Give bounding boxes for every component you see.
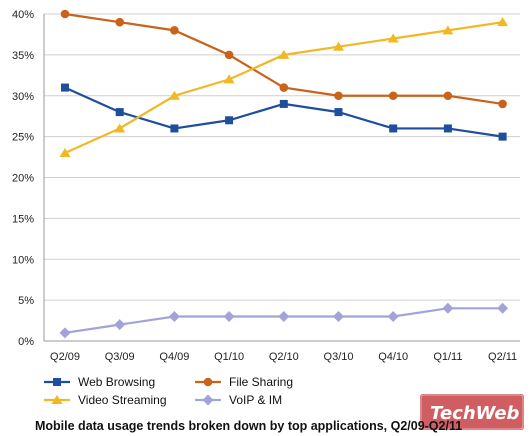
y-tick-label: 15% [12, 213, 34, 225]
legend-item-video-streaming: Video Streaming [44, 393, 167, 407]
x-tick-label: Q1/11 [433, 351, 462, 363]
x-tick-label: Q4/09 [159, 351, 189, 363]
series-video-streaming [59, 17, 509, 157]
data-point-video-streaming [114, 123, 126, 133]
y-tick-label: 35% [12, 50, 34, 62]
data-point-file-sharing [170, 26, 179, 35]
data-point-video-streaming [168, 90, 180, 100]
x-tick-label: Q3/10 [324, 351, 354, 363]
series-web-browsing [61, 83, 507, 141]
watermark-logo [420, 394, 524, 430]
data-point-voip-im [223, 310, 235, 322]
data-point-file-sharing [498, 99, 507, 109]
legend-item-web-browsing: Web Browsing [44, 375, 155, 389]
legend-item-file-sharing: File Sharing [195, 375, 293, 389]
x-tick-label: Q2/09 [50, 351, 80, 363]
data-point-video-streaming [497, 17, 509, 27]
legend-label: Video Streaming [78, 393, 167, 407]
legend-marker [53, 378, 61, 386]
series-file-sharing [60, 9, 507, 109]
data-point-voip-im [168, 310, 180, 322]
data-point-web-browsing [443, 124, 452, 133]
data-point-video-streaming [442, 25, 454, 35]
data-point-voip-im [59, 327, 71, 339]
y-tick-label: 10% [12, 254, 34, 266]
data-point-voip-im [333, 310, 344, 322]
data-point-web-browsing [334, 108, 343, 117]
data-point-web-browsing [170, 124, 179, 133]
grid-lines [44, 13, 520, 301]
y-tick-label: 20% [12, 173, 34, 185]
legend-label: Web Browsing [78, 375, 155, 389]
data-point-file-sharing [60, 9, 70, 19]
y-tick-label: 30% [12, 91, 34, 103]
data-point-web-browsing [389, 124, 398, 133]
data-point-voip-im [387, 310, 399, 322]
legend: Web Browsing File Sharing Video Streaming V… [44, 375, 293, 407]
chart-title: Mobile data usage trends broken down by … [35, 419, 462, 433]
series-voip-im [59, 302, 509, 339]
data-point-web-browsing [61, 83, 69, 92]
x-tick-label: Q2/11 [488, 351, 517, 363]
data-point-video-streaming [223, 74, 235, 84]
axes: 0% 5% 10% 15% 20% 25% 30% 35% 40% Q2/09 Q3/09 Q4/09… [12, 9, 520, 363]
data-point-web-browsing [279, 99, 288, 108]
y-tick-label: 40% [12, 9, 34, 21]
data-point-video-streaming [333, 41, 344, 51]
data-point-web-browsing [498, 132, 507, 141]
x-tick-label: Q1/10 [214, 351, 244, 363]
data-point-video-streaming [59, 147, 71, 157]
legend-marker [51, 395, 63, 404]
y-tick-label: 0% [18, 336, 34, 348]
x-tick-label: Q3/09 [105, 351, 135, 363]
y-tick-label: 25% [12, 132, 34, 144]
legend-marker [203, 377, 213, 387]
legend-label: VoIP & IM [229, 393, 282, 407]
data-point-file-sharing [388, 91, 398, 101]
y-tick-label: 5% [18, 295, 34, 307]
data-point-web-browsing [115, 108, 124, 117]
data-point-voip-im [114, 319, 126, 331]
data-point-file-sharing [279, 83, 289, 92]
data-point-file-sharing [334, 91, 343, 101]
data-point-file-sharing [224, 50, 234, 60]
data-point-file-sharing [443, 91, 453, 101]
x-tick-label: Q2/10 [269, 351, 299, 363]
data-point-voip-im [278, 310, 290, 322]
x-tick-label: Q4/10 [378, 351, 408, 363]
data-point-video-streaming [278, 49, 290, 59]
data-point-web-browsing [225, 116, 234, 125]
series-layer [59, 9, 509, 339]
data-point-voip-im [442, 302, 454, 314]
data-point-video-streaming [387, 33, 399, 43]
legend-label: File Sharing [229, 375, 293, 389]
legend-marker [202, 394, 214, 406]
data-point-file-sharing [115, 17, 124, 27]
watermark-text: TechWeb [430, 403, 520, 424]
data-point-voip-im [497, 302, 509, 314]
legend-item-voip-im: VoIP & IM [195, 393, 282, 407]
